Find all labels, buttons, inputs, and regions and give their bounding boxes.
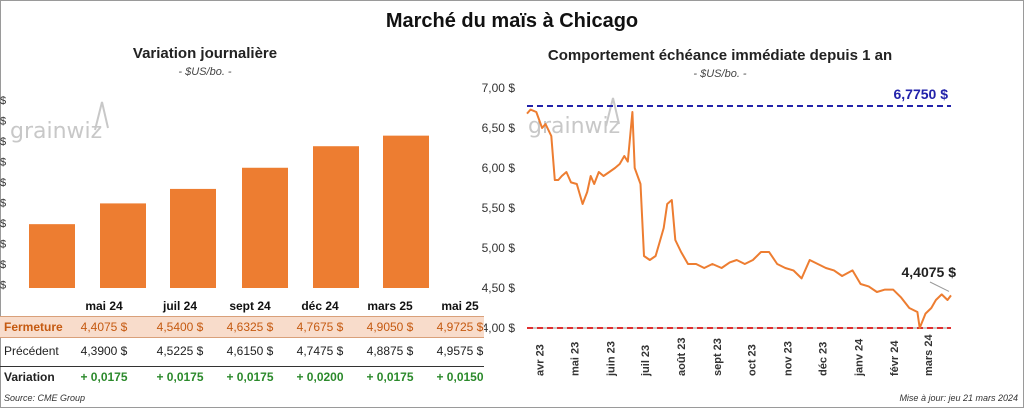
month-header: mars 25 <box>367 299 413 313</box>
table-header-row: mai 24 juil 24 sept 24 déc 24 mars 25 ma… <box>0 296 484 316</box>
variation-value: + 0,0175 <box>366 370 414 384</box>
close-value: 4,7675 $ <box>296 320 344 334</box>
y-tick-label: 6,50 $ <box>482 121 516 135</box>
table-row-variation: Variation + 0,0175 + 0,0175 + 0,0175 + 0… <box>0 366 484 387</box>
update-note: Mise à jour: jeu 21 mars 2024 <box>899 393 1018 403</box>
variation-label: Variation <box>4 370 55 384</box>
month-header: mai 24 <box>85 299 123 313</box>
month-header: déc 24 <box>301 299 339 313</box>
previous-value: 4,9575 $ <box>436 344 484 358</box>
left-chart-title: Variation journalière <box>132 45 278 62</box>
x-tick-label: nov 23 <box>783 341 795 376</box>
last-value-label: 4,4075 $ <box>902 264 957 280</box>
close-value: 4,4075 $ <box>80 320 128 334</box>
bar <box>242 167 288 288</box>
left-chart-subtitle: - $US/bo. - <box>178 66 232 78</box>
table-row-previous: Précédent 4,3900 $ 4,5225 $ 4,6150 $ 4,7… <box>0 341 484 361</box>
previous-value: 4,3900 $ <box>80 344 128 358</box>
bar <box>383 135 429 288</box>
bar <box>313 146 359 288</box>
x-tick-label: mai 23 <box>569 342 581 376</box>
y-tick-label: 7,00 $ <box>482 81 516 95</box>
x-tick-label: févr 24 <box>889 340 901 376</box>
right-chart-subtitle: - $US/bo. - <box>693 68 747 80</box>
previous-value: 4,6150 $ <box>226 344 274 358</box>
variation-value: + 0,0175 <box>226 370 274 384</box>
close-label: Fermeture <box>4 320 63 334</box>
bar <box>29 224 75 288</box>
price-line <box>526 108 952 329</box>
y-tick-label: $ <box>0 198 6 210</box>
y-tick-label: $ <box>0 259 6 271</box>
y-tick-label: 5,50 $ <box>482 201 516 215</box>
y-tick-label: $ <box>0 239 6 251</box>
y-tick-label: 5,00 $ <box>482 241 516 255</box>
last-value-leader <box>929 281 950 292</box>
y-tick-label: $ <box>0 177 6 189</box>
x-tick-label: juin 23 <box>605 341 617 377</box>
close-value: 4,9725 $ <box>436 320 484 334</box>
month-header: sept 24 <box>229 299 271 313</box>
close-value: 4,6325 $ <box>226 320 274 334</box>
watermark-mark <box>605 97 620 127</box>
bar <box>100 203 146 288</box>
source-note: Source: CME Group <box>4 393 86 403</box>
variation-value: + 0,0200 <box>296 370 344 384</box>
main-title: Marché du maïs à Chicago <box>385 10 639 32</box>
month-header: mai 25 <box>441 299 479 313</box>
high-label: 6,7750 $ <box>894 86 949 102</box>
previous-label: Précédent <box>4 344 59 358</box>
x-tick-label: janv 24 <box>853 338 865 377</box>
watermark: grainwiz <box>10 119 102 144</box>
x-tick-label: juil 23 <box>640 345 652 377</box>
x-tick-label: mars 24 <box>923 334 935 376</box>
close-value: 4,5400 $ <box>156 320 204 334</box>
variation-value: + 0,0175 <box>156 370 204 384</box>
y-tick-label: $ <box>0 95 6 107</box>
previous-value: 4,8875 $ <box>366 344 414 358</box>
y-tick-label: $ <box>0 157 6 169</box>
table-row-close: Fermeture 4,4075 $ 4,5400 $ 4,6325 $ 4,7… <box>0 316 484 338</box>
y-tick-label: 6,00 $ <box>482 161 516 175</box>
y-tick-label: 4,50 $ <box>482 281 516 295</box>
watermark-mark <box>94 101 109 131</box>
bar <box>170 188 216 288</box>
x-tick-label: déc 23 <box>817 342 829 376</box>
x-tick-label: oct 23 <box>747 344 759 376</box>
y-tick-label: $ <box>0 280 6 292</box>
month-header: juil 24 <box>162 299 197 313</box>
variation-value: + 0,0150 <box>436 370 484 384</box>
previous-value: 4,5225 $ <box>156 344 204 358</box>
x-tick-label: avr 23 <box>535 344 547 376</box>
x-tick-label: août 23 <box>676 337 688 376</box>
y-tick-label: $ <box>0 218 6 230</box>
variation-value: + 0,0175 <box>80 370 128 384</box>
right-chart-title: Comportement échéance immédiate depuis 1… <box>547 47 893 64</box>
y-tick-label: $ <box>0 136 6 148</box>
close-value: 4,9050 $ <box>366 320 414 334</box>
y-tick-label: 4,00 $ <box>482 321 516 335</box>
y-tick-label: $ <box>0 116 6 128</box>
x-tick-label: sept 23 <box>712 338 724 376</box>
previous-value: 4,7475 $ <box>296 344 344 358</box>
bar-chart: grainwiz $ $ $ $ $ $ $ $ $ $ <box>0 95 429 292</box>
